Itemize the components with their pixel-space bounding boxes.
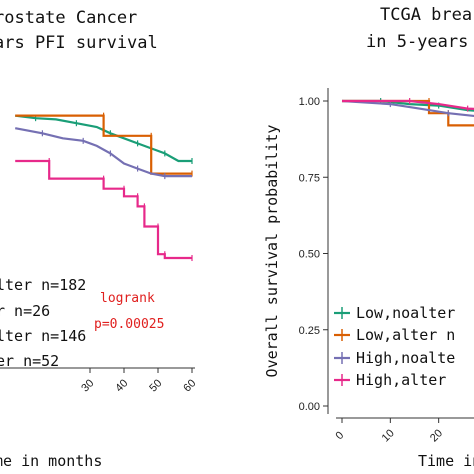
left-x-tick-label: 40	[113, 377, 130, 394]
left-legend: lter n=182 r n=26 lter n=146 er n=52	[0, 276, 86, 370]
logrank-p-value: p=0.00025	[94, 317, 164, 332]
left-panel: rostate Cancer ars PFI survival 30 40 50 60…	[0, 8, 198, 470]
left-title-line-1: rostate Cancer	[0, 8, 137, 28]
right-y-axis-label: Overall survival probability	[263, 125, 281, 378]
right-y-tick-label: 0.25	[299, 325, 320, 337]
left-plot-area	[14, 112, 193, 262]
right-legend-item-4: High,alter	[356, 371, 446, 389]
right-legend-item-1: Low,noalter	[356, 304, 455, 322]
right-title-line-2: in 5-years	[366, 32, 468, 52]
right-x-tick-label: 20	[428, 427, 445, 444]
right-title-line-1: TCGA brea	[380, 5, 472, 25]
left-x-axis-label: me in months	[0, 452, 102, 470]
left-x-tick-label: 30	[79, 377, 96, 394]
right-x-tick-label: 0	[333, 429, 346, 442]
right-x-tick-label: 10	[380, 427, 397, 444]
left-x-ticks: 30 40 50 60	[79, 368, 198, 394]
right-y-tick-label: 0.50	[299, 249, 320, 261]
right-legend-item-2: Low,alter n	[356, 326, 455, 344]
right-plot-area	[341, 98, 474, 127]
left-legend-item-1: lter n=182	[0, 276, 86, 294]
right-y-tick-label: 0.00	[299, 401, 320, 413]
left-legend-item-3: lter n=146	[0, 327, 86, 345]
right-y-tick-label: 1.00	[299, 96, 320, 108]
right-series-line-3	[341, 99, 474, 118]
left-series-line-2	[15, 114, 192, 175]
left-legend-item-2: r n=26	[0, 302, 50, 320]
right-y-ticks: 0.00 0.25 0.50 0.75 1.00	[299, 96, 328, 413]
right-x-ticks: 0 10 20	[333, 418, 445, 444]
left-title-line-2: ars PFI survival	[0, 33, 158, 53]
right-series-line-4	[342, 99, 474, 110]
left-legend-item-4: er n=52	[0, 352, 59, 370]
right-legend: Low,noalter Low,alter n High,noalte High…	[334, 304, 455, 389]
left-x-tick-label: 50	[147, 377, 164, 394]
logrank-label: logrank	[100, 291, 155, 306]
right-x-axis-label: Time in	[418, 452, 474, 470]
left-x-tick-label: 60	[181, 377, 198, 394]
right-legend-item-3: High,noalte	[356, 349, 455, 367]
right-y-tick-label: 0.75	[299, 172, 320, 184]
right-panel: TCGA brea in 5-years 0.00 0.25 0.50 0.75 1.0…	[263, 5, 474, 470]
left-series-line-4	[15, 159, 192, 260]
